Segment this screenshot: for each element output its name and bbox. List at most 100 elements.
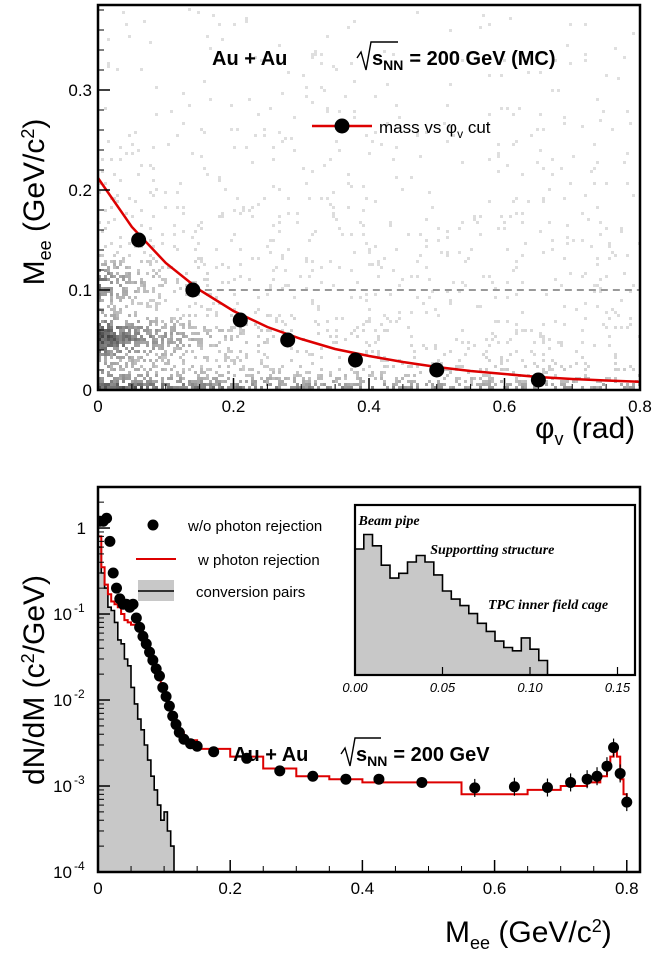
density-cell <box>179 332 182 335</box>
density-cell <box>416 131 419 134</box>
density-cell <box>122 293 125 296</box>
density-cell <box>179 380 182 383</box>
density-cell <box>125 332 128 335</box>
density-cell <box>353 383 356 386</box>
density-cell <box>134 368 137 371</box>
density-cell <box>128 332 131 335</box>
inset-x-tick-label: 0.10 <box>517 680 543 695</box>
density-cell <box>212 383 215 386</box>
density-cell <box>437 380 440 383</box>
density-cell <box>530 329 533 332</box>
density-cell <box>149 368 152 371</box>
density-cell <box>191 365 194 368</box>
density-cell <box>215 359 218 362</box>
density-cell <box>611 128 614 131</box>
density-cell <box>137 356 140 359</box>
density-cell <box>611 308 614 311</box>
density-cell <box>383 359 386 362</box>
density-cell <box>173 350 176 353</box>
density-cell <box>155 308 158 311</box>
density-cell <box>461 281 464 284</box>
density-cell <box>122 368 125 371</box>
density-cell <box>461 161 464 164</box>
density-cell <box>122 275 125 278</box>
density-cell <box>479 386 482 389</box>
density-cell <box>608 257 611 260</box>
density-cell <box>173 365 176 368</box>
density-cell <box>200 221 203 224</box>
x-tick-label: 0.8 <box>628 397 652 416</box>
density-cell <box>293 116 296 119</box>
density-cell <box>143 287 146 290</box>
density-cell <box>191 383 194 386</box>
density-cell <box>449 386 452 389</box>
density-cell <box>104 362 107 365</box>
density-cell <box>290 329 293 332</box>
density-cell <box>371 263 374 266</box>
density-cell <box>251 161 254 164</box>
density-cell <box>344 386 347 389</box>
density-cell <box>203 80 206 83</box>
density-cell <box>149 227 152 230</box>
density-cell <box>404 374 407 377</box>
density-cell <box>221 374 224 377</box>
density-cell <box>194 338 197 341</box>
density-cell <box>479 377 482 380</box>
density-cell <box>164 332 167 335</box>
density-cell <box>488 113 491 116</box>
density-cell <box>257 113 260 116</box>
density-cell <box>110 365 113 368</box>
density-cell <box>113 275 116 278</box>
density-cell <box>152 167 155 170</box>
density-cell <box>527 71 530 74</box>
density-cell <box>554 374 557 377</box>
density-cell <box>140 164 143 167</box>
density-cell <box>98 275 101 278</box>
density-cell <box>155 305 158 308</box>
density-cell <box>137 329 140 332</box>
density-cell <box>560 365 563 368</box>
density-cell <box>479 368 482 371</box>
data-point <box>241 752 253 764</box>
density-cell <box>479 215 482 218</box>
density-cell <box>506 320 509 323</box>
density-cell <box>449 125 452 128</box>
density-cell <box>443 377 446 380</box>
density-cell <box>269 368 272 371</box>
density-cell <box>428 278 431 281</box>
density-cell <box>197 332 200 335</box>
density-cell <box>515 350 518 353</box>
density-cell <box>233 233 236 236</box>
data-point <box>127 598 139 610</box>
density-cell <box>191 236 194 239</box>
data-point <box>601 760 613 772</box>
density-cell <box>257 326 260 329</box>
density-cell <box>122 257 125 260</box>
density-cell <box>488 380 491 383</box>
density-cell <box>167 362 170 365</box>
density-cell <box>110 368 113 371</box>
density-cell <box>569 365 572 368</box>
density-cell <box>188 320 191 323</box>
density-cell <box>374 131 377 134</box>
density-cell <box>254 380 257 383</box>
density-cell <box>110 341 113 344</box>
density-cell <box>359 383 362 386</box>
density-cell <box>377 338 380 341</box>
density-cell <box>542 128 545 131</box>
density-cell <box>200 341 203 344</box>
density-cell <box>506 368 509 371</box>
density-cell <box>272 371 275 374</box>
top-legend-label: mass vs φv cut <box>379 118 491 141</box>
density-cell <box>170 110 173 113</box>
density-cell <box>560 344 563 347</box>
density-cell <box>371 350 374 353</box>
density-cell <box>353 80 356 83</box>
density-cell <box>398 284 401 287</box>
density-cell <box>185 350 188 353</box>
density-cell <box>113 332 116 335</box>
density-cell <box>428 296 431 299</box>
density-cell <box>161 335 164 338</box>
density-cell <box>563 305 566 308</box>
density-cell <box>104 383 107 386</box>
